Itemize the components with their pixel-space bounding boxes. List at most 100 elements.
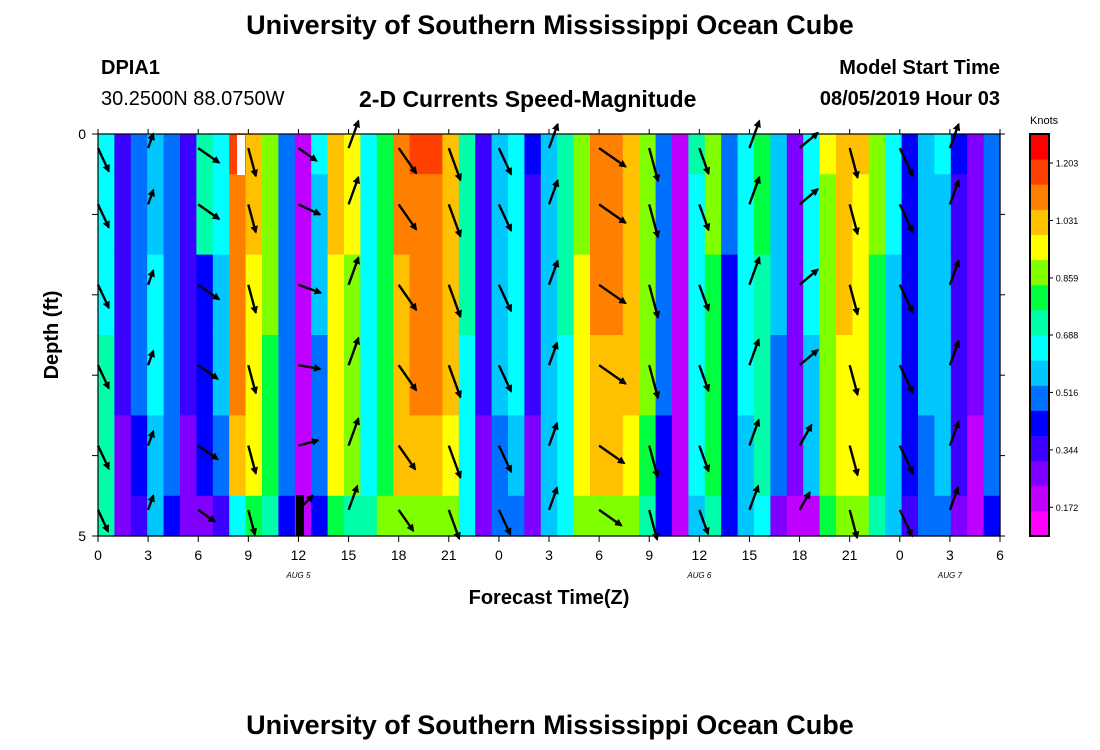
chart-subtitle: 2-D Currents Speed-Magnitude [359, 86, 697, 112]
heatmap-cell [294, 134, 312, 175]
chart-title: University of Southern Mississippi Ocean… [246, 10, 854, 40]
heatmap-cell [557, 254, 575, 336]
heatmap-cell [458, 254, 476, 336]
heatmap-cell [754, 254, 771, 336]
heatmap-cell [704, 335, 722, 416]
x-tick-label: 12 [291, 547, 307, 563]
heatmap-cell [901, 134, 919, 175]
heatmap-cell [885, 415, 903, 497]
heatmap-cell [622, 415, 640, 497]
current-vector [848, 204, 860, 236]
heatmap-cell [540, 495, 558, 537]
heatmap-cell [196, 415, 214, 497]
current-vector [247, 509, 258, 537]
current-vector [146, 132, 155, 149]
heatmap-cell [130, 174, 148, 256]
heatmap-cell [147, 174, 165, 256]
heatmap-cell [376, 174, 394, 256]
current-vector [146, 494, 155, 511]
heatmap-cell [491, 335, 509, 416]
heatmap-cell [426, 134, 443, 175]
heatmap-cell [934, 335, 952, 416]
heatmap-cell [262, 134, 279, 175]
current-vector [547, 259, 560, 286]
heatmap-cell [639, 174, 657, 256]
heatmap-cell [672, 254, 689, 336]
heatmap-cell [573, 335, 591, 416]
current-vector [698, 445, 711, 473]
colorbar-swatch [1030, 460, 1049, 487]
heatmap-cell [934, 495, 952, 537]
colorbar-swatch [1030, 134, 1049, 160]
heatmap-cell [704, 415, 722, 497]
colorbar-swatch [1030, 209, 1049, 236]
colorbar-swatch [1030, 510, 1049, 537]
heatmap-cell [639, 335, 657, 416]
heatmap-cell [639, 254, 657, 336]
heatmap-cell [918, 335, 935, 416]
heatmap-cell [524, 415, 542, 497]
heatmap-cell [245, 415, 263, 497]
heatmap-cell [786, 415, 804, 497]
current-vector [146, 349, 155, 366]
heatmap-cell [163, 174, 181, 256]
heatmap-cell [934, 174, 952, 256]
heatmap-cell [918, 254, 935, 336]
heatmap-cell [655, 174, 673, 256]
colorbar-swatch [1030, 259, 1049, 286]
heatmap-cell [327, 134, 345, 175]
current-vector [247, 284, 258, 315]
heatmap-cell [786, 174, 804, 256]
heatmap-cell [212, 495, 230, 537]
current-vector [948, 486, 960, 511]
current-vector [648, 284, 661, 320]
heatmap-cell [885, 134, 903, 175]
heatmap-cell [885, 254, 903, 336]
heatmap-cell [508, 174, 525, 256]
heatmap-cell [737, 415, 755, 497]
heatmap-cell [163, 254, 181, 336]
colorbar-units: Knots [1030, 115, 1059, 127]
current-vector [247, 147, 258, 178]
y-axis-label: Depth (ft) [41, 291, 63, 380]
heatmap-cell [344, 495, 361, 537]
heatmap-cell [885, 335, 903, 416]
colorbar-swatch [1030, 284, 1049, 311]
current-vector [547, 421, 559, 447]
heatmap-cell [245, 495, 263, 537]
x-tick-label: 15 [742, 547, 758, 563]
current-vector [598, 444, 626, 465]
heatmap-cell [262, 415, 279, 497]
heatmap-cell [294, 254, 312, 336]
heatmap-cell [688, 134, 706, 175]
heatmap-cell [409, 134, 427, 175]
heatmap-cell [360, 134, 378, 175]
heatmap-cell [409, 254, 427, 336]
current-vector [447, 203, 462, 238]
heatmap-cell [786, 134, 804, 175]
heatmap-cell [311, 415, 329, 497]
heatmap-cell [327, 495, 345, 537]
date-label: AUG 6 [686, 571, 712, 580]
current-vector [447, 147, 462, 182]
heatmap-cell [229, 335, 247, 416]
heatmap-cell [311, 254, 329, 336]
heatmap-cell [442, 174, 460, 256]
heatmap-cell [540, 134, 558, 175]
heatmap-cell [475, 174, 493, 256]
current-vector [247, 445, 258, 475]
heatmap-cell [426, 174, 443, 256]
heatmap-cell [672, 415, 689, 497]
current-vector [598, 364, 627, 385]
heatmap-cell [836, 134, 853, 175]
heatmap-cell [508, 415, 525, 497]
heatmap-cell [393, 254, 411, 336]
current-vector [96, 364, 110, 390]
heatmap-cell [704, 254, 722, 336]
current-vector [848, 509, 860, 540]
current-vector [146, 268, 155, 286]
heatmap-cell [212, 254, 230, 336]
x-tick-label: 6 [194, 547, 202, 563]
colorbar-tick-label: 0.344 [1056, 445, 1079, 455]
heatmap-cell [327, 254, 345, 336]
